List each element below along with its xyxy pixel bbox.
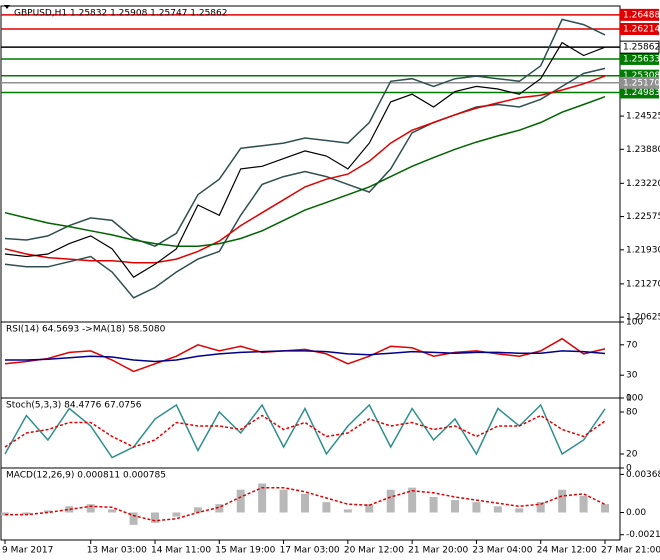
series-line: [4, 75, 606, 264]
histogram-bar: [108, 509, 117, 513]
level-label: 1.24983: [623, 88, 660, 98]
series-line: [4, 95, 606, 247]
histogram-bar: [365, 504, 374, 513]
histogram-bar: [322, 502, 331, 513]
level-label: 1.25633: [623, 54, 660, 64]
panel-title: MACD(12,26,9) 0.000811 0.000785: [6, 471, 166, 481]
y-tick-label: 100: [626, 394, 643, 404]
x-tick-label: 21 Mar 20:00: [408, 546, 468, 556]
histogram-bar: [408, 487, 417, 513]
y-tick-label: 0: [626, 464, 632, 474]
histogram-bar: [536, 502, 545, 513]
x-tick-label: 23 Mar 04:00: [472, 546, 532, 556]
x-tick-label: 14 Mar 11:00: [151, 546, 211, 556]
histogram-bar: [301, 493, 309, 513]
level-tag: [619, 40, 660, 54]
level-tag: [620, 86, 659, 99]
y-tick-label: 80: [626, 408, 638, 418]
y-tick-label: 20: [626, 450, 638, 460]
histogram-bar: [172, 512, 181, 517]
panel-title: RSI(14) 64.5693 ->MA(18) 58.5080: [6, 325, 166, 335]
level-label: 1.25862: [623, 43, 660, 53]
level-tag: [620, 76, 659, 89]
histogram-bar: [451, 500, 459, 513]
level-label: 1.26488: [623, 10, 660, 20]
histogram-bar: [22, 512, 31, 515]
y-tick-label: 0: [626, 394, 632, 404]
histogram-bar: [279, 489, 288, 513]
series-line: [4, 18, 606, 248]
x-tick-label: 20 Mar 12:00: [344, 546, 404, 556]
series-line: [4, 414, 606, 448]
level-label: 1.25170: [623, 78, 660, 88]
histogram-bar: [151, 512, 159, 523]
y-tick-label: 1.22575: [626, 212, 660, 222]
y-tick-label: 1.23880: [626, 145, 660, 155]
histogram-bar: [129, 512, 138, 525]
y-tick-label: -0.00215: [626, 530, 660, 540]
histogram-bar: [215, 504, 224, 513]
histogram-bar: [515, 508, 524, 513]
y-tick-label: 0.00: [626, 508, 646, 518]
y-tick-label: 1.21270: [626, 279, 660, 289]
level-label: 1.25308: [623, 71, 660, 81]
y-tick-label: 1.21930: [626, 245, 660, 255]
y-tick-label: 1.24525: [626, 112, 660, 122]
histogram-bar: [236, 489, 245, 513]
y-tick-label: 70: [626, 340, 638, 350]
histogram-bar: [86, 504, 95, 513]
series-line: [4, 41, 606, 278]
histogram-bar: [601, 504, 609, 513]
panel-frame: [0, 467, 621, 541]
y-tick-label: 1.23220: [626, 179, 660, 189]
panel-frame: [0, 397, 621, 469]
level-tag: [620, 8, 659, 21]
x-tick-label: 27 Mar 21:00: [601, 546, 660, 556]
level-label: 1.26214: [623, 24, 660, 34]
histogram-bar: [343, 509, 352, 513]
series-line: [5, 350, 606, 363]
panel-title: GBPUSD,H1 1.25832 1.25908 1.25747 1.2586…: [14, 9, 227, 19]
y-tick-label: 0.003682: [626, 470, 660, 480]
histogram-bar: [579, 495, 588, 513]
histogram-bar: [429, 496, 438, 513]
level-tag: [620, 52, 659, 65]
level-tag: [620, 22, 659, 35]
x-tick-label: 15 Mar 19:00: [215, 546, 275, 556]
histogram-bar: [65, 506, 74, 513]
y-tick-label: 100: [626, 318, 643, 328]
panel-title: Stoch(5,3,3) 84.4776 67.0756: [6, 401, 142, 411]
histogram-bar: [493, 506, 502, 513]
series-line: [5, 486, 606, 522]
x-tick-label: 9 Mar 2017: [2, 546, 53, 556]
symbol-arrow: [4, 5, 10, 9]
panel-frame: [0, 5, 621, 323]
series-line: [4, 67, 606, 299]
series-line: [4, 403, 606, 459]
histogram-bar: [258, 483, 267, 513]
y-tick-label: 30: [626, 371, 638, 381]
histogram-bar: [472, 502, 481, 513]
histogram-bar: [43, 510, 52, 513]
x-tick-label: 13 Mar 03:00: [87, 546, 147, 556]
x-tick-label: 24 Mar 12:00: [537, 546, 597, 556]
x-tick-label: 17 Mar 03:00: [280, 546, 340, 556]
histogram-bar: [558, 489, 567, 513]
y-tick-label: 1.20625: [626, 313, 660, 323]
histogram-bar: [386, 489, 395, 513]
histogram-bar: [193, 507, 202, 513]
panel-frame: [0, 321, 621, 399]
